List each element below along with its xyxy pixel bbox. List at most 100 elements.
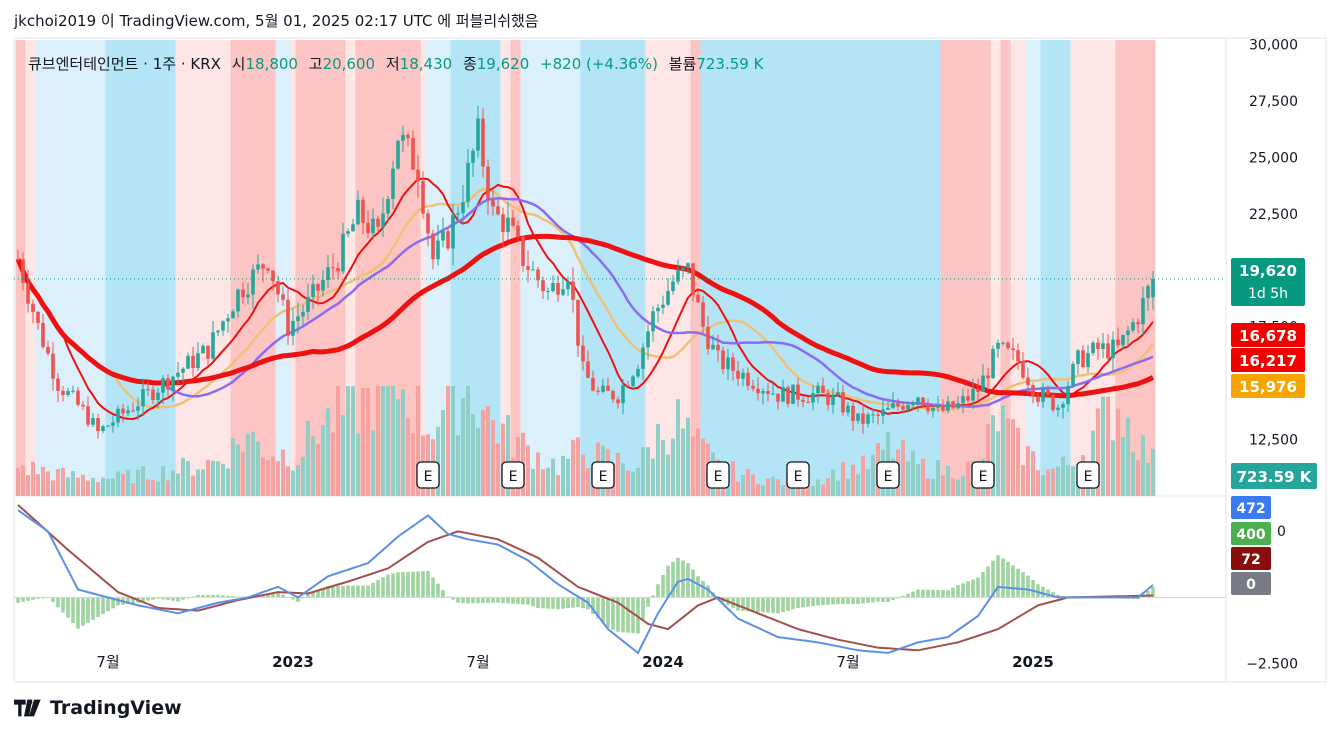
candle-body[interactable] [1091,342,1095,354]
candle-body[interactable] [366,222,370,234]
candle-body[interactable] [21,259,25,283]
candle-body[interactable] [1076,350,1080,364]
candle-body[interactable] [1006,342,1010,349]
earnings-marker[interactable] [706,461,730,489]
candle-body[interactable] [561,289,565,295]
candle-body[interactable] [76,390,80,405]
candle-body[interactable] [586,361,590,378]
candle-body[interactable] [221,321,225,331]
candle-body[interactable] [726,357,730,370]
candle-body[interactable] [456,213,460,215]
candle-body[interactable] [1151,278,1155,298]
candle-body[interactable] [166,378,170,390]
candle-body[interactable] [131,410,135,412]
candle-body[interactable] [516,225,520,237]
candle-body[interactable] [1036,395,1040,402]
candle-body[interactable] [396,140,400,169]
candle-body[interactable] [1081,350,1085,368]
candle-body[interactable] [331,267,335,269]
candle-body[interactable] [411,138,415,170]
candle-body[interactable] [126,410,130,414]
candle-body[interactable] [936,406,940,408]
candle-body[interactable] [566,281,570,290]
candle-body[interactable] [241,289,245,298]
candle-body[interactable] [676,270,680,282]
earnings-marker[interactable] [416,461,440,489]
candle-body[interactable] [161,378,165,393]
candle-body[interactable] [1086,353,1090,368]
candle-body[interactable] [731,357,735,371]
candle-body[interactable] [621,385,625,404]
candle-body[interactable] [871,414,875,416]
candle-body[interactable] [636,368,640,377]
candle-body[interactable] [256,264,260,270]
candle-body[interactable] [1136,322,1140,325]
candle-body[interactable] [991,348,995,379]
candle-body[interactable] [341,233,345,272]
candle-body[interactable] [881,409,885,416]
candle-body[interactable] [466,162,470,203]
candle-body[interactable] [216,330,220,333]
candle-body[interactable] [406,134,410,139]
candle-body[interactable] [116,408,120,423]
candle-body[interactable] [346,231,350,234]
candle-body[interactable] [376,218,380,227]
candle-body[interactable] [911,403,915,406]
earnings-marker[interactable] [1076,461,1100,489]
candle-body[interactable] [531,269,535,271]
candle-body[interactable] [1146,286,1150,298]
candle-body[interactable] [1106,343,1110,359]
candle-body[interactable] [151,389,155,401]
candle-body[interactable] [171,376,175,390]
candle-body[interactable] [611,390,615,400]
candle-body[interactable] [501,214,505,233]
candle-body[interactable] [656,307,660,312]
candle-body[interactable] [556,282,560,295]
earnings-marker[interactable] [971,461,995,489]
candle-body[interactable] [861,413,865,424]
candle-body[interactable] [86,406,90,425]
candle-body[interactable] [1141,297,1145,325]
candle-body[interactable] [701,302,705,327]
candle-body[interactable] [926,405,930,412]
candle-body[interactable] [321,280,325,291]
candle-body[interactable] [416,169,420,182]
candle-body[interactable] [576,299,580,346]
candle-body[interactable] [706,326,710,350]
candle-body[interactable] [691,263,695,295]
candle-body[interactable] [841,392,845,413]
candle-body[interactable] [971,388,975,401]
candle-body[interactable] [961,396,965,404]
candle-body[interactable] [186,355,190,369]
candle-body[interactable] [246,294,250,298]
candle-body[interactable] [141,389,145,407]
candle-body[interactable] [491,199,495,207]
candle-body[interactable] [506,217,510,233]
candle-body[interactable] [136,406,140,411]
candle-body[interactable] [471,150,475,163]
candle-body[interactable] [316,284,320,291]
candle-body[interactable] [996,342,1000,349]
candle-body[interactable] [776,393,780,402]
candle-body[interactable] [631,376,635,386]
candle-body[interactable] [391,168,395,199]
candle-body[interactable] [196,353,200,369]
candle-body[interactable] [41,322,45,347]
candle-body[interactable] [521,236,525,267]
candle-body[interactable] [816,385,820,394]
candle-body[interactable] [651,311,655,332]
candle-body[interactable] [916,397,920,404]
candle-body[interactable] [111,422,115,426]
candle-body[interactable] [46,346,50,354]
candle-body[interactable] [526,266,530,270]
candle-body[interactable] [831,394,835,405]
candle-body[interactable] [921,397,925,406]
candle-body[interactable] [591,377,595,391]
candle-body[interactable] [851,405,855,422]
candle-body[interactable] [986,375,990,379]
candle-body[interactable] [966,396,970,401]
candle-body[interactable] [671,281,675,292]
candle-body[interactable] [711,344,715,350]
candle-body[interactable] [1031,385,1035,396]
candle-body[interactable] [401,134,405,141]
